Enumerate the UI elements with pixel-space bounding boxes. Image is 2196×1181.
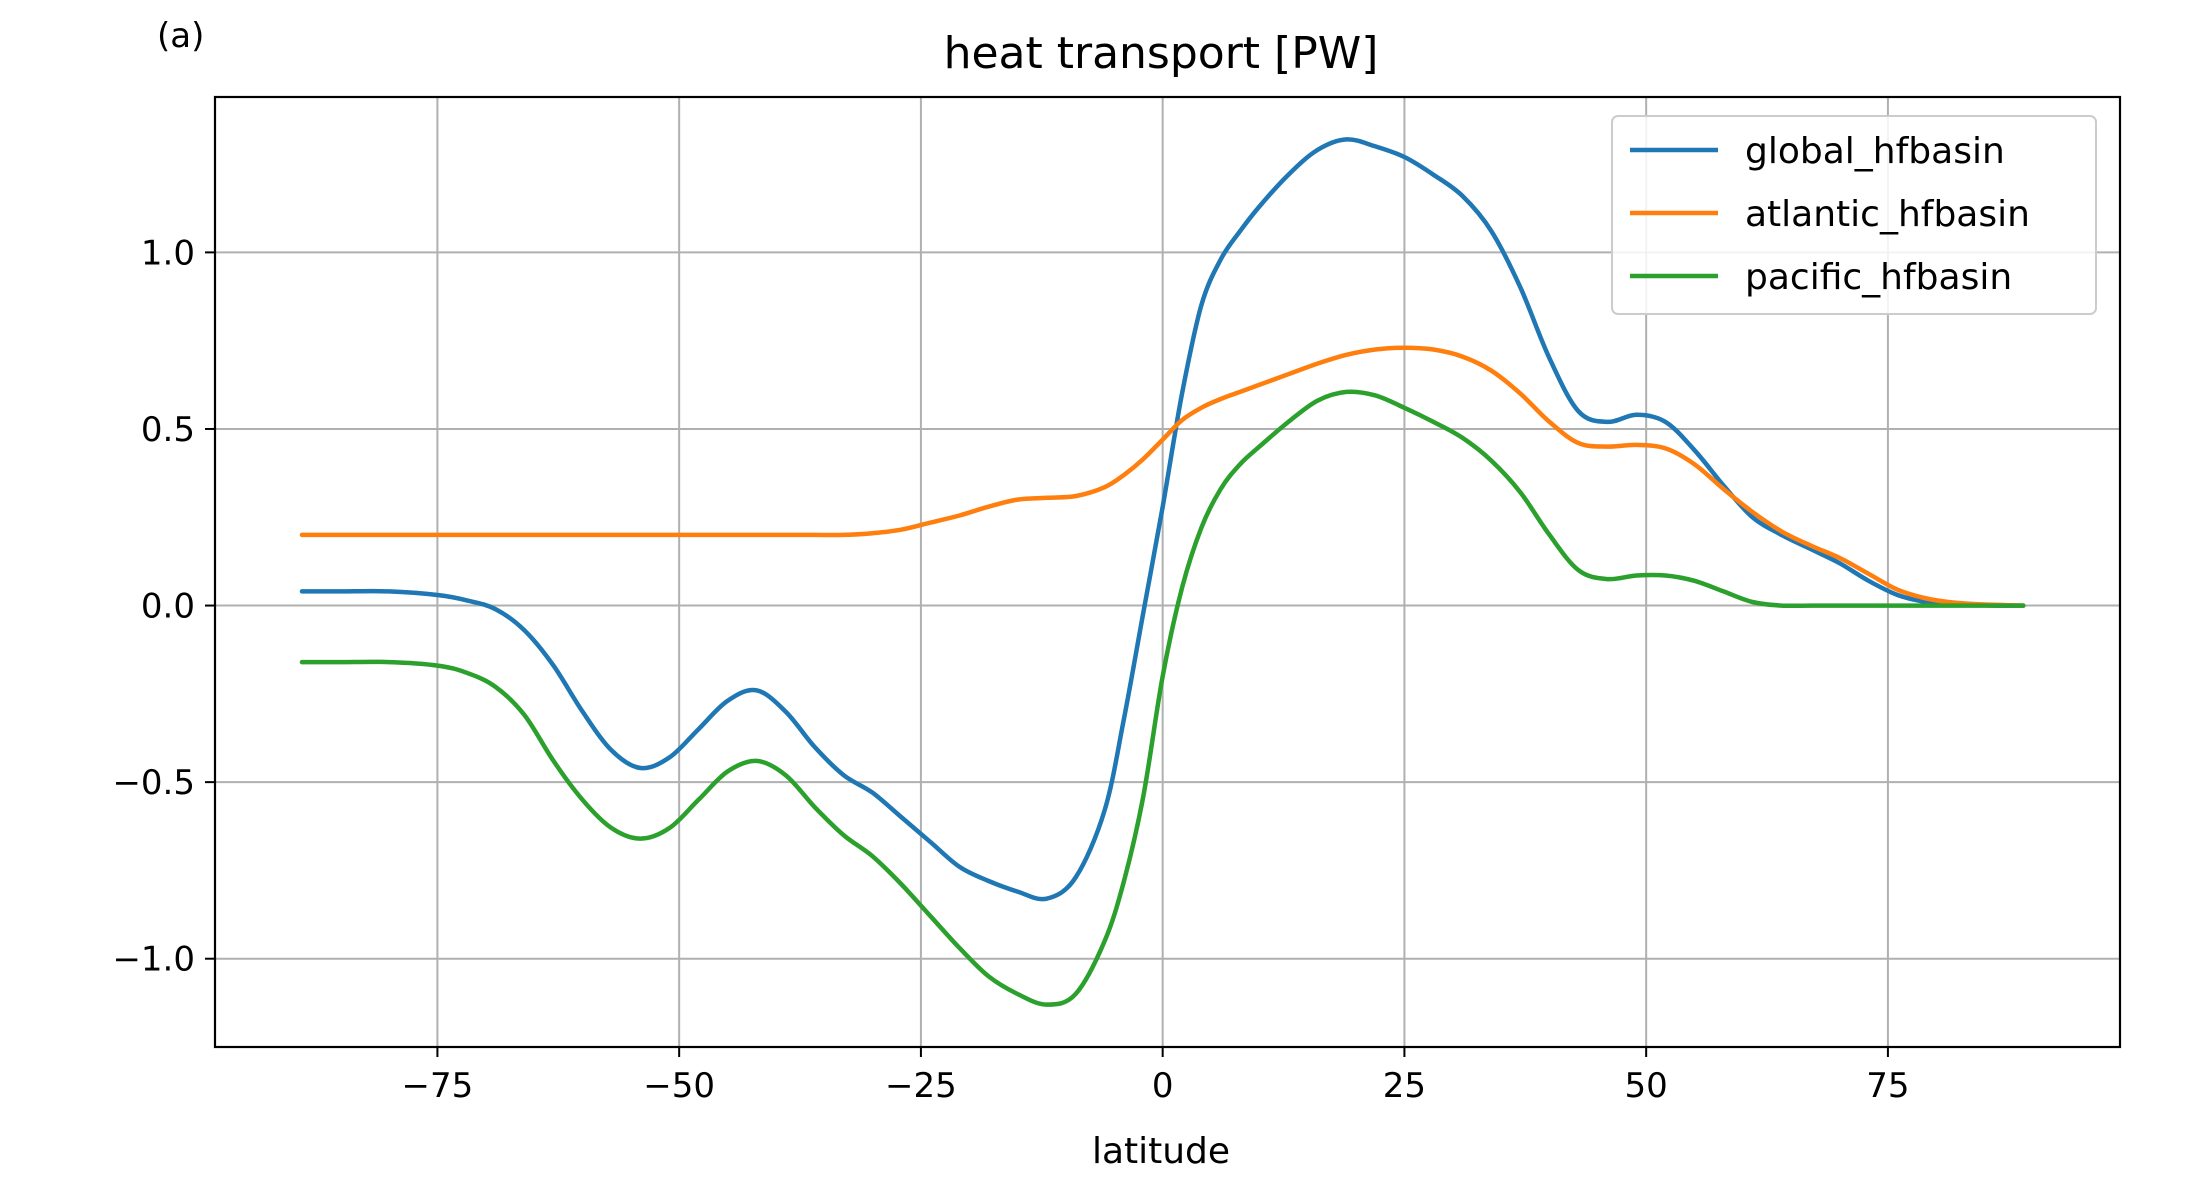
x-axis-label: latitude — [1092, 1131, 1230, 1172]
series-lines — [299, 137, 2026, 1007]
y-tick-label: −1.0 — [112, 940, 195, 980]
y-tick-label: 0.5 — [141, 410, 195, 450]
x-tick-label: 25 — [1383, 1066, 1426, 1106]
legend: global_hfbasin atlantic_hfbasin pacific_hf… — [1611, 115, 2097, 315]
legend-label-global-hfbasin: global_hfbasin — [1745, 131, 2005, 172]
panel-label: (a) — [157, 16, 204, 56]
x-tick-label: −75 — [402, 1066, 474, 1106]
legend-label-pacific-hfbasin: pacific_hfbasin — [1745, 257, 2012, 298]
chart-title: heat transport [PW] — [944, 28, 1379, 79]
x-tick-label: 50 — [1625, 1066, 1668, 1106]
series-line-pacific-hfbasin — [299, 389, 2026, 1007]
y-tick-label: −0.5 — [112, 763, 195, 803]
y-tick-label: 0.0 — [141, 587, 195, 627]
legend-label-atlantic-hfbasin: atlantic_hfbasin — [1745, 194, 2030, 235]
y-axis-ticks: −1.0 −0.5 0.0 0.5 1.0 — [112, 233, 215, 980]
legend-box — [1611, 115, 2097, 315]
plot-area-frame — [213, 95, 2122, 1049]
y-tick-label: 1.0 — [141, 233, 195, 273]
x-tick-label: 75 — [1866, 1066, 1909, 1106]
x-tick-label: −50 — [643, 1066, 715, 1106]
series-line-atlantic-hfbasin — [299, 345, 2026, 608]
x-tick-label: −25 — [885, 1066, 957, 1106]
x-axis-ticks: −75 −50 −25 0 25 50 75 — [402, 1047, 1910, 1106]
x-tick-label: 0 — [1152, 1066, 1174, 1106]
